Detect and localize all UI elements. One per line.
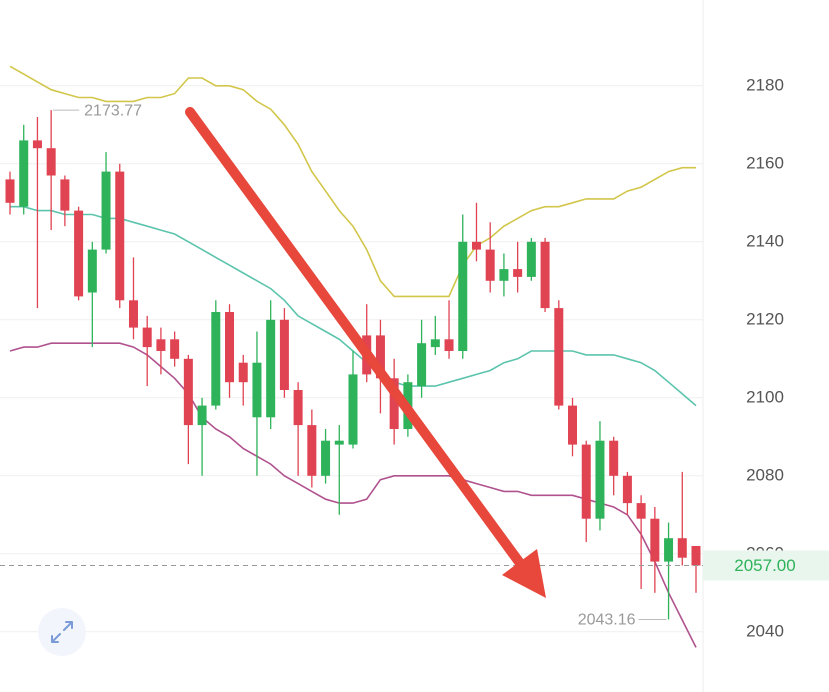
candle-body	[348, 374, 358, 445]
candle-body	[375, 335, 385, 379]
last-price-tag	[703, 550, 829, 581]
candle-body	[238, 362, 248, 383]
candle-body	[321, 440, 331, 476]
overlay: 2173.77 2043.16 2057.00	[0, 102, 829, 629]
candle-body	[554, 308, 564, 406]
candle-body	[183, 358, 193, 426]
last-price-label: 2057.00	[734, 556, 795, 575]
y-tick-label: 2120	[746, 309, 784, 328]
low-label: 2043.16	[578, 612, 636, 629]
y-tick-label: 2040	[746, 621, 784, 640]
candle-body	[142, 327, 152, 348]
candle-body	[636, 503, 646, 519]
candle-body	[32, 140, 42, 149]
high-label: 2173.77	[84, 102, 142, 119]
candle-body	[458, 241, 468, 351]
candle-body	[225, 312, 235, 383]
candle-body	[499, 269, 509, 281]
candle-body	[252, 362, 262, 418]
candle-body	[5, 179, 15, 203]
candle-body	[417, 343, 427, 387]
candle-body	[197, 405, 207, 426]
candle-body	[334, 440, 344, 445]
candle-body	[471, 241, 481, 250]
candle-body	[156, 339, 166, 351]
candle-body	[307, 425, 317, 476]
band-line	[9, 65, 696, 298]
candles	[5, 110, 701, 620]
candle-body	[128, 300, 138, 328]
candle-body	[87, 249, 97, 293]
candle-body	[101, 171, 111, 250]
candle-body	[389, 378, 399, 429]
candle-body	[266, 319, 276, 418]
candle-body	[46, 148, 56, 176]
candle-body	[581, 444, 591, 519]
candle-body	[115, 171, 125, 301]
y-tick-label: 2160	[746, 153, 784, 172]
expand-button[interactable]	[38, 608, 86, 656]
y-tick-label: 2180	[746, 75, 784, 94]
candle-body	[650, 518, 660, 562]
candle-body	[526, 241, 536, 277]
y-tick-label: 2140	[746, 231, 784, 250]
trend-arrowhead	[502, 549, 546, 598]
candle-body	[540, 241, 550, 309]
candle-body	[568, 405, 578, 445]
candle-body	[622, 475, 632, 504]
candle-body	[293, 390, 303, 426]
candle-body	[609, 440, 619, 476]
candle-body	[664, 538, 674, 562]
candle-body	[279, 319, 289, 390]
trend-arrow	[185, 107, 527, 571]
candle-body	[211, 312, 221, 406]
candle-body	[74, 210, 84, 297]
candle-body	[691, 546, 701, 566]
candle-body	[430, 339, 440, 348]
y-tick-label: 2100	[746, 387, 784, 406]
candle-body	[485, 249, 495, 281]
candle-body	[19, 140, 29, 207]
candle-body	[60, 179, 70, 211]
candle-body	[677, 538, 687, 558]
candle-body	[513, 269, 523, 277]
candle-body	[595, 440, 605, 519]
y-tick-label: 2080	[746, 465, 784, 484]
band-line	[9, 342, 697, 648]
candle-body	[444, 339, 454, 351]
candle-body	[170, 339, 180, 359]
